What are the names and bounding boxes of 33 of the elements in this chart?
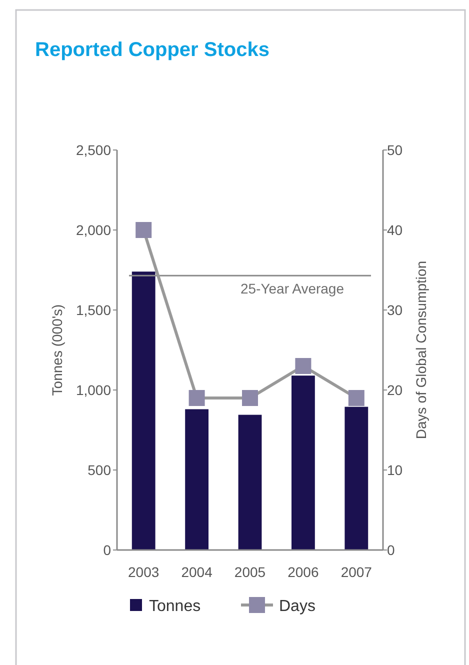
bar [185,409,209,550]
y2-tick-label: 30 [387,302,403,318]
y-tick-label: 2,500 [76,142,112,158]
x-tick-label: 2004 [181,564,213,580]
chart-title: Reported Copper Stocks [35,39,270,61]
y-tick-label: 1,000 [76,382,112,398]
point [348,390,364,406]
x-tick-label: 2007 [340,564,372,580]
bar [291,376,315,550]
y-axis-title: Tonnes (000's) [49,304,65,396]
x-tick-label: 2003 [128,564,160,580]
bar [238,414,262,550]
y-tick-label: 2,000 [76,222,112,238]
y-tick-label: 0 [103,542,112,558]
y2-axis-title: Days of Global Consumption [413,260,429,440]
legend-label: Tonnes [149,598,201,615]
y2-tick-label: 50 [387,142,403,158]
y-tick-label: 500 [88,462,112,478]
point [188,390,205,406]
bar [344,406,368,550]
point [136,222,152,238]
legend-label: Days [279,598,316,615]
x-tick-label: 2005 [234,564,266,580]
y2-tick-label: 40 [387,222,403,238]
ref-line-label: 25-Year Average [240,280,344,297]
y2-tick-label: 20 [387,382,403,398]
x-tick-label: 2006 [288,564,319,580]
y2-tick-label: 10 [387,462,403,478]
point [295,358,312,374]
y2-tick-label: 0 [387,542,395,558]
bar [132,272,156,550]
y-tick-label: 1,500 [76,302,112,318]
point [242,390,258,406]
